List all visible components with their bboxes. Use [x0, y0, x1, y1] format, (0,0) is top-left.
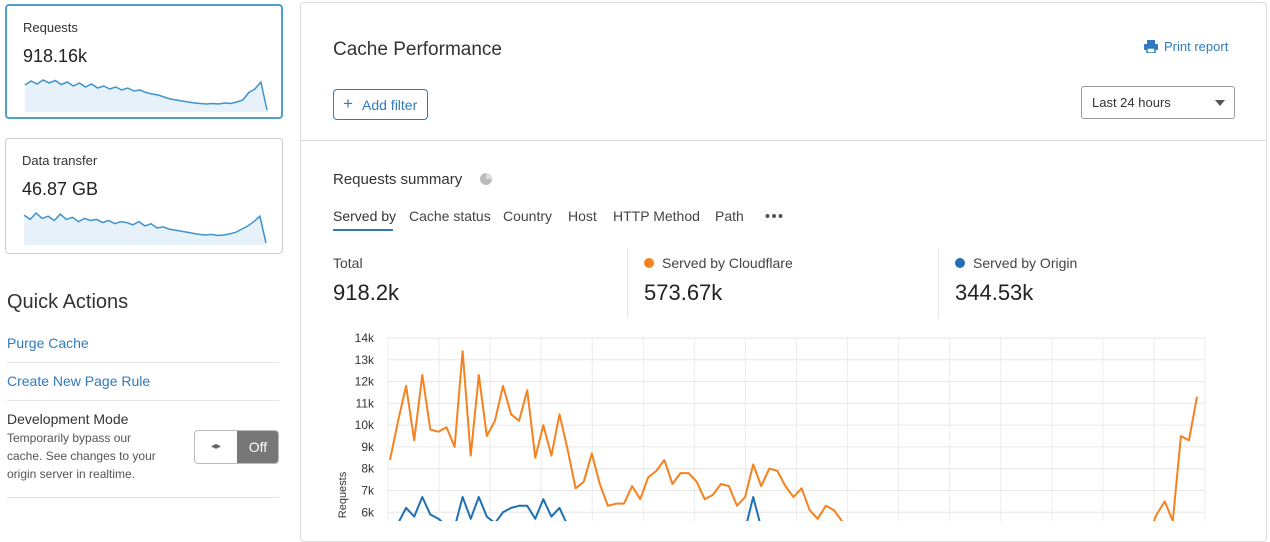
y-tick-label: 11k — [356, 396, 375, 410]
sparkline-line — [23, 211, 267, 244]
add-filter-button[interactable]: + Add filter — [333, 89, 428, 120]
tab[interactable]: Served by — [333, 208, 397, 224]
chart: 6k 7k 8k 9k 10k 11k 12k 13k 14k Requests — [337, 331, 1206, 521]
plus-icon: + — [343, 94, 353, 113]
requests-card[interactable]: Requests 918.16k — [5, 4, 283, 119]
time-range-label: Last 24 hours — [1092, 95, 1171, 110]
time-range-select[interactable]: Last 24 hours — [1081, 86, 1235, 119]
series-line — [389, 350, 1198, 521]
toggle-state: Off — [237, 431, 278, 463]
tab[interactable]: Path — [715, 208, 744, 224]
sparkline-area — [24, 213, 266, 245]
y-tick-label: 14k — [355, 331, 375, 345]
y-axis-label: Requests — [337, 471, 349, 518]
card-label: Data transfer — [22, 153, 98, 168]
card-value: 918.16k — [23, 46, 88, 66]
stat-value: 344.53k — [955, 280, 1034, 305]
more-tabs[interactable] — [765, 213, 783, 219]
section-title: Requests summary — [333, 171, 463, 188]
legend-label: Served by Cloudflare — [662, 255, 793, 271]
stat-value: 573.67k — [644, 280, 723, 305]
legend-label: Served by Origin — [973, 255, 1078, 271]
y-tick-label: 10k — [355, 418, 375, 432]
quick-actions-title: Quick Actions — [7, 291, 129, 313]
divider — [7, 497, 279, 498]
tab[interactable]: Country — [503, 208, 553, 224]
divider — [7, 362, 279, 363]
tab-underline — [333, 229, 393, 231]
print-report-link[interactable]: Print report — [1164, 39, 1229, 54]
data-transfer-card[interactable]: Data transfer 46.87 GB — [5, 138, 283, 254]
y-tick-label: 7k — [361, 484, 375, 498]
add-filter-label: Add filter — [362, 97, 418, 113]
stat-label: Total — [333, 255, 363, 271]
y-tick-label: 8k — [361, 462, 375, 476]
divider — [301, 140, 1266, 141]
toggle-handle: ◂▸ — [210, 441, 222, 452]
tab[interactable]: Cache status — [409, 208, 491, 224]
tab[interactable]: HTTP Method — [613, 208, 700, 224]
dev-mode-description: Temporarily bypass our cache. See change… — [7, 431, 156, 481]
sparkline — [24, 79, 268, 112]
sparkline-line — [24, 79, 268, 111]
stat-value: 918.2k — [333, 280, 400, 305]
page-title: Cache Performance — [333, 39, 502, 60]
legend-dot — [644, 258, 654, 268]
y-tick-label: 13k — [355, 353, 375, 367]
divider — [7, 400, 279, 401]
separator — [627, 248, 628, 318]
caret — [1215, 100, 1225, 106]
pie-icon — [480, 173, 492, 185]
page-rule-link[interactable]: Create New Page Rule — [7, 373, 151, 389]
purge-cache-link[interactable]: Purge Cache — [7, 335, 89, 351]
print-icon — [1144, 40, 1158, 53]
card-value: 46.87 GB — [22, 179, 99, 199]
legend-dot — [955, 258, 965, 268]
dev-mode-title: Development Mode — [7, 411, 129, 427]
y-tick-label: 12k — [355, 375, 375, 389]
sparkline — [23, 211, 267, 245]
dev-mode-toggle[interactable]: ◂▸ Off — [194, 430, 279, 464]
page: Requests 918.16k Data transfer 46.87 GB … — [5, 2, 1267, 542]
series-line — [398, 496, 761, 521]
y-tick-label: 9k — [361, 440, 375, 454]
separator — [938, 248, 939, 318]
y-tick-label: 6k — [361, 505, 375, 519]
card-label: Requests — [23, 20, 78, 35]
tab[interactable]: Host — [568, 208, 597, 224]
